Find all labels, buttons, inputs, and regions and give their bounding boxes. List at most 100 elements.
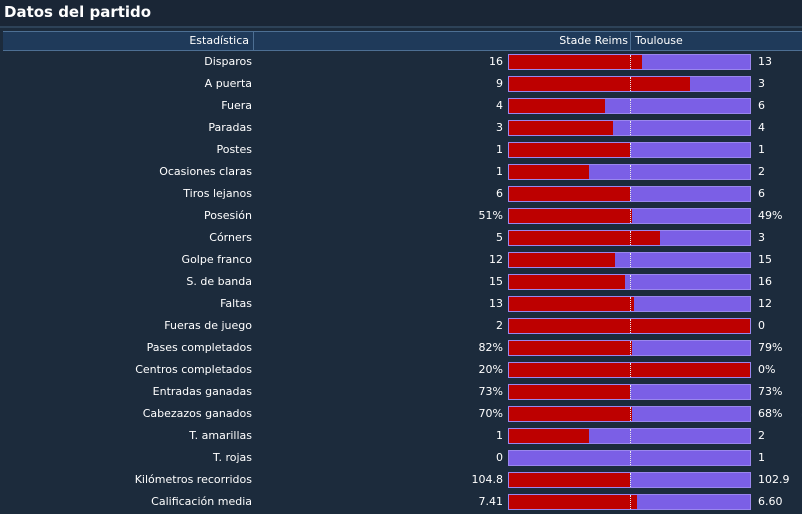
home-share-fill (509, 473, 630, 487)
away-value: 49% (758, 209, 783, 222)
away-value: 3 (758, 231, 765, 244)
comparison-bar (508, 208, 751, 224)
home-value: 104.8 (471, 473, 504, 486)
home-value: 1 (496, 429, 503, 442)
column-header-away-team[interactable]: Toulouse (635, 34, 683, 47)
away-value: 1 (758, 143, 765, 156)
stat-row: Postes 1 1 (0, 139, 802, 161)
away-value: 0 (758, 319, 765, 332)
stat-label: Disparos (204, 55, 252, 68)
comparison-bar (508, 318, 751, 334)
stat-row: Paradas 3 4 (0, 117, 802, 139)
midline-divider (630, 473, 631, 487)
home-value: 70% (478, 407, 503, 420)
home-share-fill (509, 297, 635, 311)
stat-row: T. amarillas 1 2 (0, 425, 802, 447)
comparison-bar (508, 384, 751, 400)
stat-label: Kilómetros recorridos (134, 473, 252, 486)
comparison-bar (508, 406, 751, 422)
comparison-bar (508, 450, 751, 466)
stat-label: Entradas ganadas (152, 385, 252, 398)
home-value: 1 (496, 143, 503, 156)
comparison-bar (508, 296, 751, 312)
stat-label: A puerta (204, 77, 252, 90)
comparison-bar (508, 472, 751, 488)
home-share-fill (509, 143, 630, 157)
column-header-stat[interactable]: Estadística (3, 32, 254, 50)
stat-row: Córners 5 3 (0, 227, 802, 249)
home-share-fill (509, 187, 630, 201)
home-share-fill (509, 231, 660, 245)
midline-divider (630, 77, 631, 91)
away-value: 3 (758, 77, 765, 90)
home-share-fill (509, 275, 625, 289)
comparison-bar (508, 164, 751, 180)
stat-row: Golpe franco 12 15 (0, 249, 802, 271)
midline-divider (630, 231, 631, 245)
home-share-fill (509, 385, 630, 399)
midline-divider (630, 187, 631, 201)
comparison-bar (508, 98, 751, 114)
stat-label: Pases completados (146, 341, 252, 354)
home-value: 4 (496, 99, 503, 112)
away-value: 0% (758, 363, 776, 376)
stat-row: Ocasiones claras 1 2 (0, 161, 802, 183)
stat-label: Faltas (220, 297, 252, 310)
midline-divider (630, 121, 631, 135)
stat-row: Kilómetros recorridos 104.8 102.9 (0, 469, 802, 491)
stat-label: S. de banda (186, 275, 252, 288)
away-value: 102.9 (758, 473, 790, 486)
stat-row: Calificación media 7.41 6.60 (0, 491, 802, 513)
home-share-fill (509, 253, 616, 267)
stat-row: Posesión 51% 49% (0, 205, 802, 227)
home-share-fill (509, 55, 642, 69)
away-value: 13 (758, 55, 772, 68)
stat-label: Paradas (208, 121, 252, 134)
home-value: 9 (496, 77, 503, 90)
midline-divider (630, 363, 631, 377)
comparison-bar (508, 54, 751, 70)
stat-row: S. de banda 15 16 (0, 271, 802, 293)
stat-label: Ocasiones claras (159, 165, 252, 178)
home-value: 15 (489, 275, 503, 288)
home-value: 1 (496, 165, 503, 178)
home-value: 5 (496, 231, 503, 244)
midline-divider (630, 407, 631, 421)
away-value: 6.60 (758, 495, 783, 508)
stat-row: Centros completados 20% 0% (0, 359, 802, 381)
comparison-bar (508, 186, 751, 202)
stat-label: Fuera (221, 99, 252, 112)
away-value: 2 (758, 429, 765, 442)
comparison-bar (508, 142, 751, 158)
stat-row: Pases completados 82% 79% (0, 337, 802, 359)
stat-row: Fueras de juego 2 0 (0, 315, 802, 337)
stat-row: A puerta 9 3 (0, 73, 802, 95)
stat-label: Centros completados (135, 363, 252, 376)
stat-label: Postes (216, 143, 252, 156)
page-title: Datos del partido (0, 0, 802, 28)
away-value: 16 (758, 275, 772, 288)
column-header-home-team[interactable]: Stade Reims (255, 32, 631, 50)
stat-row: Tiros lejanos 6 6 (0, 183, 802, 205)
away-value: 6 (758, 187, 765, 200)
stats-list: Disparos 16 13 A puerta 9 3 Fuera 4 6 Paradas 3 4 Po… (0, 51, 802, 513)
stats-table-header: Estadística Stade Reims Toulouse (3, 31, 802, 51)
home-value: 73% (478, 385, 503, 398)
midline-divider (630, 429, 631, 443)
home-value: 3 (496, 121, 503, 134)
stat-row: Cabezazos ganados 70% 68% (0, 403, 802, 425)
stat-row: Faltas 13 12 (0, 293, 802, 315)
midline-divider (630, 99, 631, 113)
home-share-fill (509, 165, 589, 179)
home-share-fill (509, 99, 606, 113)
midline-divider (630, 341, 631, 355)
midline-divider (630, 143, 631, 157)
stat-label: Tiros lejanos (183, 187, 252, 200)
home-value: 6 (496, 187, 503, 200)
home-value: 0 (496, 451, 503, 464)
stat-label: Calificación media (151, 495, 252, 508)
away-value: 68% (758, 407, 783, 420)
comparison-bar (508, 274, 751, 290)
stat-label: Posesión (204, 209, 252, 222)
home-share-fill (509, 319, 750, 333)
